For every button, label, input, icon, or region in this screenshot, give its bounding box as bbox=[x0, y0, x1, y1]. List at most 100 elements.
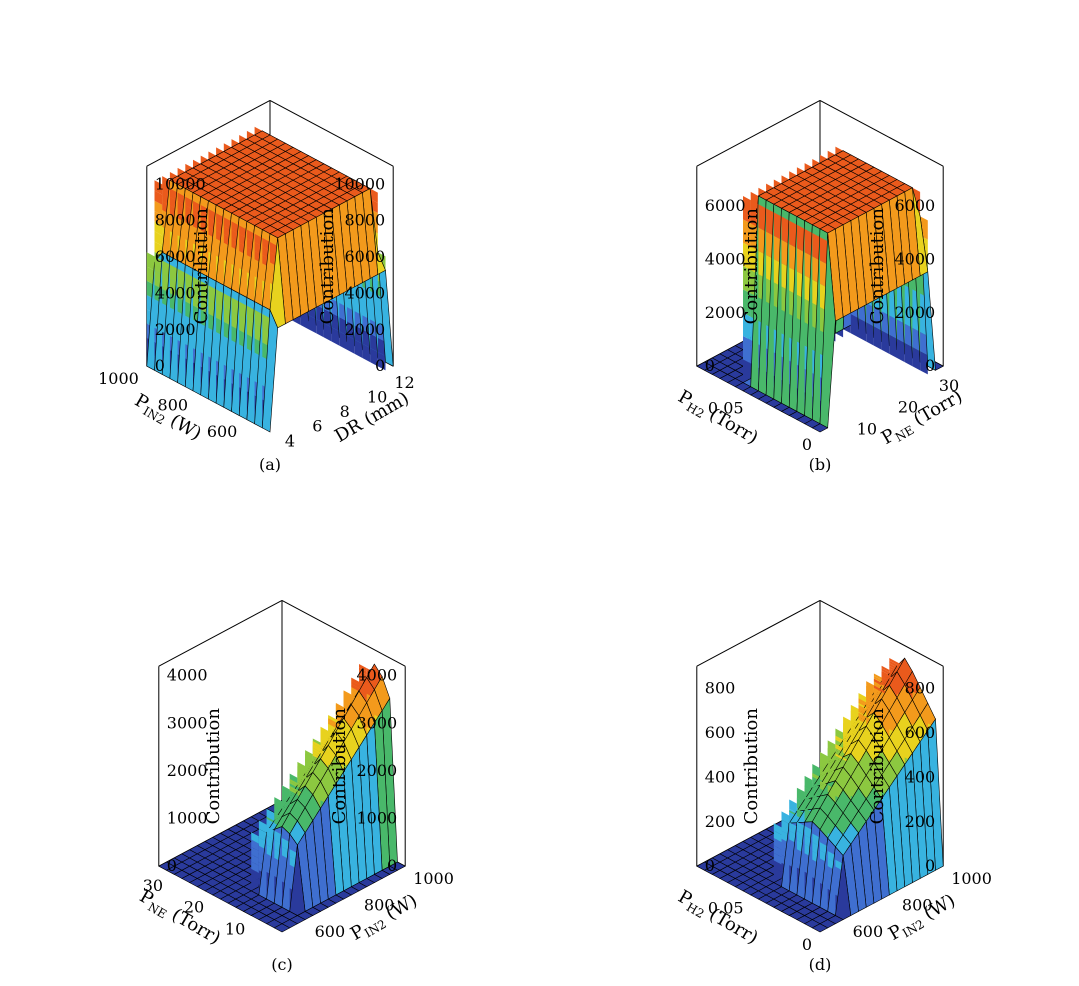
surface-wall-band bbox=[297, 772, 306, 779]
surface-wall-band bbox=[282, 799, 290, 806]
surface-wall-band bbox=[331, 313, 340, 332]
surface-wall-band bbox=[881, 330, 890, 354]
surface-wall-band bbox=[154, 210, 163, 226]
surface-wall-band bbox=[200, 281, 209, 300]
z-tick-label-right: 2000 bbox=[705, 303, 746, 322]
surface-wall-band bbox=[316, 304, 324, 324]
surface-wall-band bbox=[339, 331, 347, 350]
surface-wall-band bbox=[282, 793, 290, 800]
surface-wall-band bbox=[897, 319, 905, 343]
surface-wall-band bbox=[377, 351, 386, 371]
surface-wall-band bbox=[312, 747, 321, 755]
surface-wall-band bbox=[289, 781, 298, 788]
surface-wall-band bbox=[889, 315, 897, 339]
surface-wall-band bbox=[359, 664, 367, 672]
surface-wall-band bbox=[251, 832, 259, 844]
surface-wall-band bbox=[251, 839, 259, 852]
z-tick-label-right: 200 bbox=[705, 812, 736, 831]
panel-d: 0 0 200 200 400 400 600 600 800 800 Contribution Co… bbox=[674, 599, 992, 974]
surface-wall-band bbox=[354, 325, 363, 344]
z-tick-label-left: 6000 bbox=[344, 247, 385, 266]
y-tick-label: 8 bbox=[340, 402, 350, 421]
surface-wall-band bbox=[743, 289, 751, 317]
z-axis-label-left: Contribution bbox=[329, 708, 350, 825]
surface-wall-band bbox=[743, 195, 751, 224]
surface-wall-band bbox=[200, 204, 209, 218]
surface-wall-band bbox=[323, 323, 332, 342]
surface-wall-band bbox=[154, 256, 163, 275]
surface-wall-band bbox=[912, 346, 921, 371]
surface-wall-band bbox=[362, 329, 371, 348]
surface-wall-band bbox=[239, 301, 247, 321]
box-edge bbox=[696, 599, 821, 667]
surface-wall-band bbox=[328, 721, 336, 729]
surface-wall-band bbox=[274, 804, 282, 811]
z-tick-label-left: 2000 bbox=[356, 761, 397, 780]
z-tick-label-right: 0 bbox=[705, 356, 715, 375]
surface-wall-band bbox=[377, 337, 386, 357]
z-tick-label-left: 0 bbox=[375, 356, 385, 375]
surface-wall-band bbox=[347, 321, 355, 340]
surface-wall-band bbox=[743, 265, 751, 294]
surface-wall-band bbox=[177, 192, 186, 206]
surface-wall-band bbox=[251, 846, 259, 859]
y-tick-label: 30 bbox=[939, 376, 959, 395]
surface-wall-band bbox=[251, 854, 259, 866]
panel-b: 00200020004000400060006000ContributionCo… bbox=[674, 99, 966, 474]
surface-wall-band bbox=[254, 233, 263, 247]
surface-wall-band bbox=[266, 826, 275, 840]
surface-wall-band bbox=[873, 307, 882, 331]
surface-wall-band bbox=[251, 861, 259, 874]
surface-wall-band bbox=[216, 213, 224, 226]
surface-wall-band bbox=[320, 728, 329, 736]
surface-wall-band bbox=[169, 264, 178, 283]
surface-wall-band bbox=[169, 188, 178, 202]
surface-wall-band bbox=[889, 334, 897, 358]
surface-wall-band bbox=[258, 829, 267, 842]
surface-wall-band bbox=[297, 774, 306, 782]
y-tick-label: 10 bbox=[857, 420, 877, 439]
surface-wall-band bbox=[359, 667, 367, 675]
x-tick-label: 0.05 bbox=[708, 398, 744, 417]
z-tick-label-right: 4000 bbox=[167, 666, 208, 685]
panel-caption: (a) bbox=[259, 455, 281, 474]
surface-wall-band bbox=[251, 876, 259, 888]
x-tick-label: 600 bbox=[207, 422, 238, 441]
z-tick-label-right: 1000 bbox=[167, 809, 208, 828]
z-tick-label-right: 0 bbox=[705, 856, 715, 875]
z-tick-label-right: 6000 bbox=[155, 247, 196, 266]
z-tick-label-left: 4000 bbox=[356, 666, 397, 685]
surface-wall-band bbox=[743, 242, 751, 271]
surface-wall-band bbox=[185, 196, 193, 210]
surface-wall-band bbox=[866, 322, 874, 346]
surface-wall-band bbox=[251, 868, 259, 881]
z-tick-label-left: 800 bbox=[905, 678, 936, 697]
surface-wall-band bbox=[162, 260, 170, 279]
surface-wall-band bbox=[320, 731, 329, 739]
panel-a: 0 0 2000 2000 4000 4000 6000 6000 8000 8000 10000 1… bbox=[98, 99, 415, 474]
y-tick-label: 600 bbox=[853, 922, 884, 941]
z-tick-label-right: 2000 bbox=[155, 320, 196, 339]
y-tick-label: 1000 bbox=[951, 869, 992, 888]
box-edge bbox=[819, 599, 944, 667]
surface-wall-band bbox=[897, 338, 905, 363]
surface-wall-band bbox=[162, 184, 170, 197]
z-tick-label-left: 4000 bbox=[894, 250, 935, 269]
surface-wall-band bbox=[305, 761, 313, 768]
x-tick-label: 800 bbox=[158, 396, 189, 415]
surface-wall-band bbox=[347, 335, 355, 354]
surface-wall-band bbox=[262, 237, 270, 251]
z-tick-label-right: 10000 bbox=[155, 174, 206, 193]
surface-wall-band bbox=[305, 756, 313, 763]
x-tick-label: 0 bbox=[802, 935, 812, 954]
surface-wall-band bbox=[866, 303, 874, 327]
z-tick-label-right: 0 bbox=[155, 356, 165, 375]
surface-wall-band bbox=[216, 289, 224, 308]
z-tick-label-left: 10000 bbox=[334, 174, 385, 193]
surface-wall-band bbox=[308, 314, 317, 334]
surface-wall-band bbox=[750, 200, 759, 228]
x-tick-label: 1000 bbox=[98, 369, 139, 388]
panel-caption: (c) bbox=[271, 955, 292, 974]
z-tick-label-right: 8000 bbox=[155, 211, 196, 230]
surface-wall-band bbox=[328, 715, 336, 723]
